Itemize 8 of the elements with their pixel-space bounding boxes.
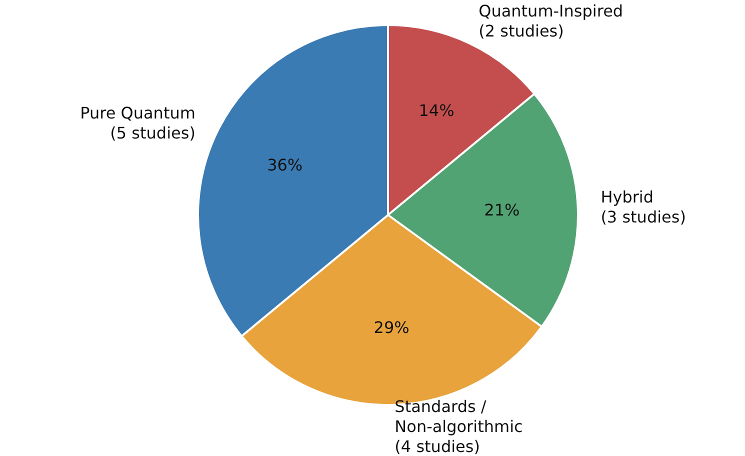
data-label: 29% <box>374 318 410 338</box>
slice-label: Quantum-Inspired (2 studies) <box>478 2 624 41</box>
data-label: 14% <box>418 101 454 120</box>
slice-label: Hybrid (3 studies) <box>600 187 686 226</box>
data-label: 36% <box>267 156 303 175</box>
slice-label: Standards / Non-algorithmic (4 studies) <box>394 396 523 456</box>
slice-label: Pure Quantum (5 studies) <box>80 104 196 143</box>
data-label: 21% <box>484 200 520 220</box>
